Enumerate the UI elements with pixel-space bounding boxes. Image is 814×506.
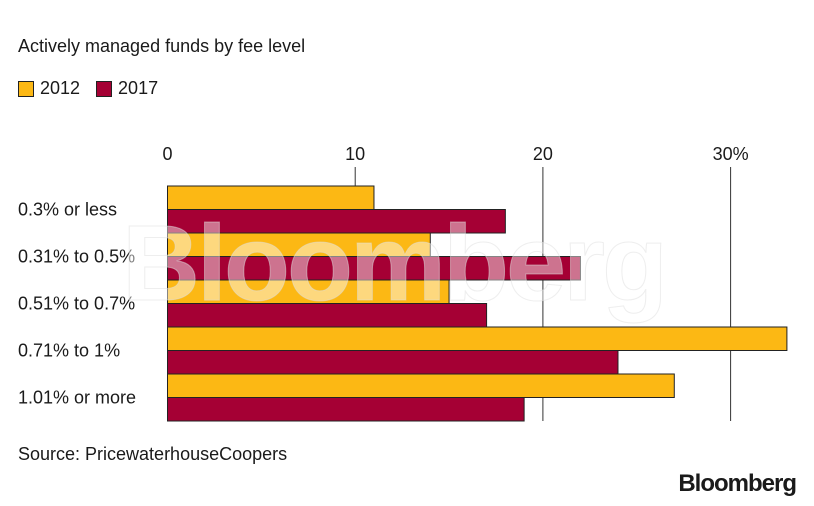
bloomberg-logo: Bloomberg [678,470,797,497]
legend-label-2017: 2017 [118,78,159,98]
category-label: 0.71% to 1% [18,341,120,361]
tick-label-10: 10 [345,144,365,164]
category-label: 1.01% or more [18,388,136,408]
legend-label-2012: 2012 [40,78,81,98]
bar-2012-3 [167,326,788,351]
tick-label-30: 30% [713,144,749,164]
chart-title: Actively managed funds by fee level [18,36,306,56]
bar-2017-4 [167,397,525,422]
legend-item-2012: 2012 [18,78,80,99]
watermark: Bloomberg [122,202,665,323]
bar-2017-3 [167,350,619,375]
legend-swatch-2017 [96,80,113,97]
category-label: 0.3% or less [18,200,117,220]
legend-swatch-2012 [18,80,34,97]
category-label: 0.31% to 0.5% [18,247,135,267]
bar-2012-4 [167,373,675,398]
legend: 2012 2017 [18,78,174,99]
tick-label-20: 20 [533,144,553,164]
category-label: 0.51% to 0.7% [18,294,135,314]
legend-item-2017: 2017 [96,78,158,99]
tick-label-0: 0 [162,144,172,164]
source-note: Source: PricewaterhouseCoopers [18,444,288,464]
